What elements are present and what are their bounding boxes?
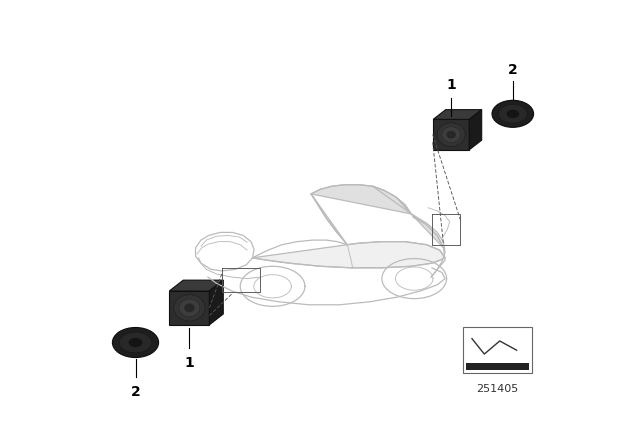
Bar [463, 327, 532, 373]
Text: 2: 2 [508, 63, 518, 77]
Ellipse shape [179, 299, 200, 317]
Ellipse shape [447, 131, 456, 138]
Bar [466, 362, 529, 370]
Ellipse shape [507, 110, 519, 118]
Text: 1: 1 [446, 78, 456, 92]
Polygon shape [469, 110, 482, 150]
Ellipse shape [492, 100, 534, 127]
Ellipse shape [113, 327, 159, 358]
Polygon shape [209, 280, 223, 325]
Polygon shape [253, 241, 445, 268]
Ellipse shape [184, 303, 195, 312]
Text: 251405: 251405 [476, 384, 518, 394]
Polygon shape [433, 110, 482, 119]
Ellipse shape [499, 104, 527, 123]
Text: 1: 1 [184, 356, 195, 370]
Polygon shape [170, 280, 223, 291]
Ellipse shape [174, 295, 205, 321]
Polygon shape [311, 185, 411, 245]
Polygon shape [372, 186, 444, 248]
Polygon shape [170, 291, 209, 325]
Text: 2: 2 [131, 385, 140, 399]
Ellipse shape [119, 332, 152, 353]
Ellipse shape [442, 127, 461, 142]
Polygon shape [433, 119, 469, 150]
Ellipse shape [129, 338, 143, 347]
Ellipse shape [437, 123, 465, 146]
